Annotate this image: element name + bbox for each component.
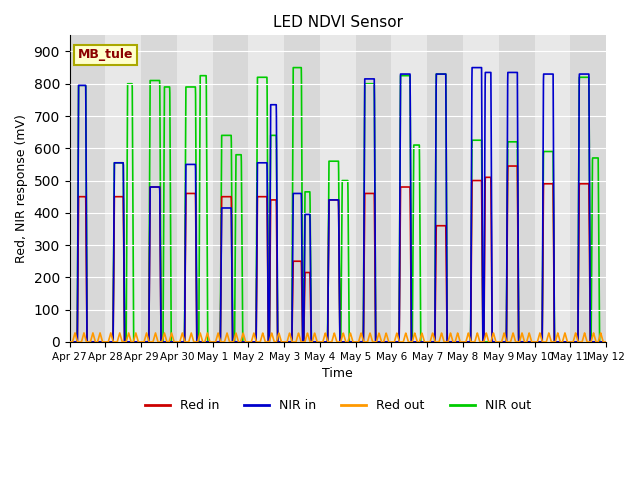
NIR out bbox=[638, 339, 640, 345]
NIR in bbox=[632, 339, 639, 345]
Red out bbox=[71, 330, 79, 336]
Red out bbox=[480, 339, 488, 345]
Bar bbox=[499, 36, 534, 342]
Bar bbox=[428, 36, 463, 342]
NIR in bbox=[480, 339, 488, 345]
Legend: Red in, NIR in, Red out, NIR out: Red in, NIR in, Red out, NIR out bbox=[140, 394, 536, 417]
NIR out bbox=[429, 339, 437, 345]
Red in bbox=[638, 339, 640, 345]
NIR in bbox=[429, 339, 437, 345]
Red out bbox=[66, 339, 74, 345]
Red in bbox=[480, 339, 488, 345]
Line: NIR out: NIR out bbox=[70, 68, 640, 342]
Red out bbox=[183, 339, 191, 345]
NIR out bbox=[289, 65, 297, 71]
NIR in bbox=[468, 65, 476, 71]
Text: MB_tule: MB_tule bbox=[77, 48, 133, 61]
Bar bbox=[284, 36, 320, 342]
Red in bbox=[66, 339, 74, 345]
Red in bbox=[429, 339, 437, 345]
Red in bbox=[632, 339, 639, 345]
Y-axis label: Red, NIR response (mV): Red, NIR response (mV) bbox=[15, 114, 28, 263]
Bar bbox=[212, 36, 248, 342]
Red in bbox=[504, 163, 512, 169]
NIR in bbox=[66, 339, 74, 345]
Red out bbox=[516, 336, 524, 342]
NIR out bbox=[183, 84, 191, 90]
Red in bbox=[183, 191, 191, 196]
NIR out bbox=[550, 339, 558, 345]
Bar bbox=[570, 36, 606, 342]
Bar bbox=[141, 36, 177, 342]
Line: Red out: Red out bbox=[70, 333, 640, 342]
Red out bbox=[429, 332, 437, 338]
NIR out bbox=[516, 339, 524, 345]
NIR in bbox=[183, 162, 191, 168]
Title: LED NDVI Sensor: LED NDVI Sensor bbox=[273, 15, 403, 30]
Red out bbox=[550, 339, 558, 345]
Red in bbox=[550, 339, 558, 345]
NIR out bbox=[480, 339, 488, 345]
Line: Red in: Red in bbox=[70, 166, 640, 342]
Red in bbox=[516, 339, 524, 345]
Bar bbox=[70, 36, 106, 342]
NIR out bbox=[66, 339, 74, 345]
Bar bbox=[356, 36, 392, 342]
NIR in bbox=[516, 339, 524, 345]
Line: NIR in: NIR in bbox=[70, 68, 640, 342]
Red out bbox=[638, 339, 640, 345]
X-axis label: Time: Time bbox=[323, 367, 353, 380]
NIR out bbox=[632, 339, 639, 345]
NIR in bbox=[638, 339, 640, 345]
NIR in bbox=[550, 339, 558, 345]
Red out bbox=[632, 333, 639, 339]
